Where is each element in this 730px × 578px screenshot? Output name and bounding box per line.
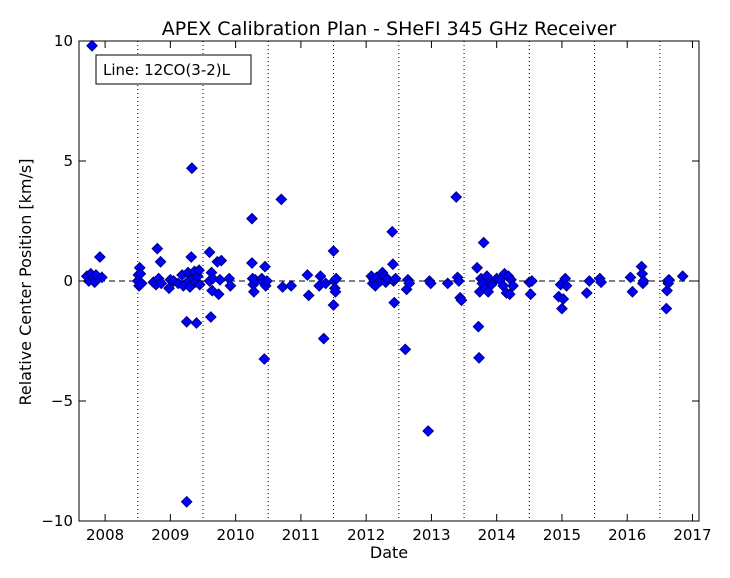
data-point — [285, 279, 298, 292]
data-point — [422, 425, 435, 437]
y-tick-label: −10 — [41, 512, 73, 530]
data-point — [314, 270, 327, 283]
data-point — [275, 193, 288, 206]
data-point — [472, 320, 485, 333]
data-point — [193, 264, 205, 277]
data-point — [185, 162, 198, 175]
data-point — [626, 285, 639, 298]
data-point — [477, 236, 490, 249]
data-point — [301, 269, 314, 281]
data-point — [215, 254, 228, 267]
data-point — [663, 273, 675, 286]
data-point — [259, 260, 271, 273]
data-point — [452, 275, 465, 287]
data-point — [557, 293, 570, 305]
data-point — [276, 281, 289, 293]
data-point — [204, 311, 217, 323]
data-point — [214, 273, 226, 286]
data-point — [399, 343, 412, 356]
data-point — [388, 296, 401, 309]
x-tick-label: 2009 — [151, 526, 189, 544]
data-point — [595, 276, 608, 289]
data-point — [583, 275, 596, 287]
x-tick-label: 2011 — [282, 526, 320, 544]
data-point — [261, 275, 273, 287]
data-point — [526, 275, 538, 287]
data-point — [580, 287, 593, 299]
data-point — [155, 277, 168, 290]
data-point — [524, 288, 537, 301]
data-point — [471, 261, 484, 274]
y-tick-label: 5 — [63, 152, 73, 170]
data-point — [327, 299, 340, 311]
data-point — [403, 277, 416, 290]
data-point — [676, 270, 689, 283]
x-tick-label: 2015 — [543, 526, 581, 544]
x-tick-label: 2014 — [478, 526, 516, 544]
y-tick-label: 10 — [54, 32, 73, 50]
data-point — [206, 272, 219, 285]
data-point — [246, 257, 258, 269]
data-point — [212, 288, 225, 301]
data-point — [135, 277, 148, 290]
data-point — [387, 258, 399, 271]
data-point — [190, 317, 203, 329]
data-point — [258, 353, 271, 365]
data-point — [424, 277, 437, 290]
data-point — [556, 302, 568, 315]
annotation-text: Line: 12CO(3-2)L — [103, 61, 231, 79]
data-point — [185, 251, 198, 263]
data-point — [151, 242, 164, 255]
data-point — [88, 276, 101, 289]
data-point — [203, 246, 216, 259]
y-tick-label: 0 — [63, 272, 73, 290]
data-point — [193, 278, 206, 291]
data-point — [302, 289, 315, 302]
data-point — [473, 351, 485, 364]
x-tick-label: 2017 — [673, 526, 711, 544]
data-point — [224, 279, 237, 292]
data-point — [163, 282, 175, 295]
data-point — [247, 285, 260, 298]
x-tick-label: 2016 — [608, 526, 646, 544]
data-point — [450, 191, 463, 203]
data-point — [660, 302, 673, 315]
data-point — [154, 255, 167, 268]
data-point — [560, 279, 573, 292]
data-point — [507, 279, 519, 292]
chart-title: APEX Calibration Plan - SHeFI 345 GHz Re… — [162, 18, 617, 40]
data-point — [624, 271, 637, 284]
data-point — [503, 288, 516, 301]
data-point — [95, 271, 108, 284]
data-point — [441, 277, 454, 290]
annotation-box — [95, 54, 252, 85]
x-tick-label: 2012 — [347, 526, 385, 544]
data-point — [93, 251, 106, 263]
data-point — [661, 284, 673, 297]
y-axis-label: Relative Center Position [km/s] — [16, 159, 35, 406]
data-point — [180, 315, 193, 328]
data-point — [180, 495, 193, 508]
data-point — [86, 39, 98, 52]
data-point — [485, 278, 498, 291]
legend-annotation: Line: 12CO(3-2)L — [95, 54, 252, 85]
data-point — [329, 285, 342, 298]
data-point — [637, 275, 650, 287]
data-point — [246, 212, 258, 225]
x-tick-label: 2008 — [86, 526, 124, 544]
y-tick-label: −5 — [51, 392, 73, 410]
data-point — [389, 272, 402, 285]
data-point — [386, 225, 399, 238]
x-tick-label: 2010 — [217, 526, 255, 544]
data-point — [317, 332, 330, 345]
data-point — [330, 272, 343, 285]
x-axis-label: Date — [370, 543, 408, 562]
plot-area — [79, 39, 699, 521]
data-point — [327, 245, 340, 257]
x-tick-label: 2013 — [412, 526, 450, 544]
data-point — [455, 294, 468, 307]
